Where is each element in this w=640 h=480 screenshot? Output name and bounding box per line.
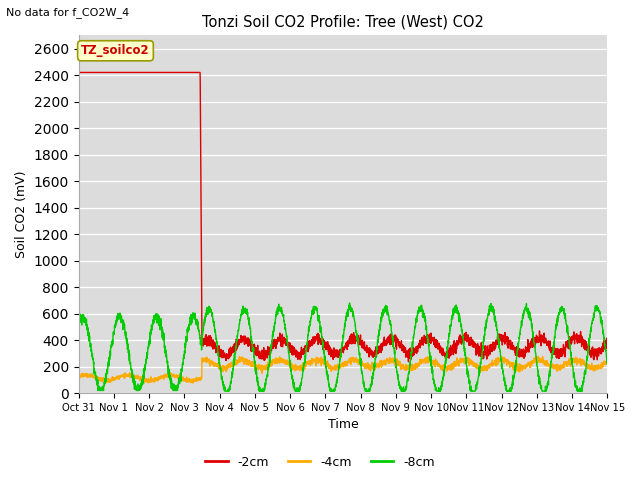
- Title: Tonzi Soil CO2 Profile: Tree (West) CO2: Tonzi Soil CO2 Profile: Tree (West) CO2: [202, 15, 484, 30]
- Text: TZ_soilco2: TZ_soilco2: [81, 44, 150, 57]
- Y-axis label: Soil CO2 (mV): Soil CO2 (mV): [15, 170, 28, 258]
- Text: No data for f_CO2W_4: No data for f_CO2W_4: [6, 7, 130, 18]
- X-axis label: Time: Time: [328, 419, 358, 432]
- Legend: -2cm, -4cm, -8cm: -2cm, -4cm, -8cm: [200, 451, 440, 474]
